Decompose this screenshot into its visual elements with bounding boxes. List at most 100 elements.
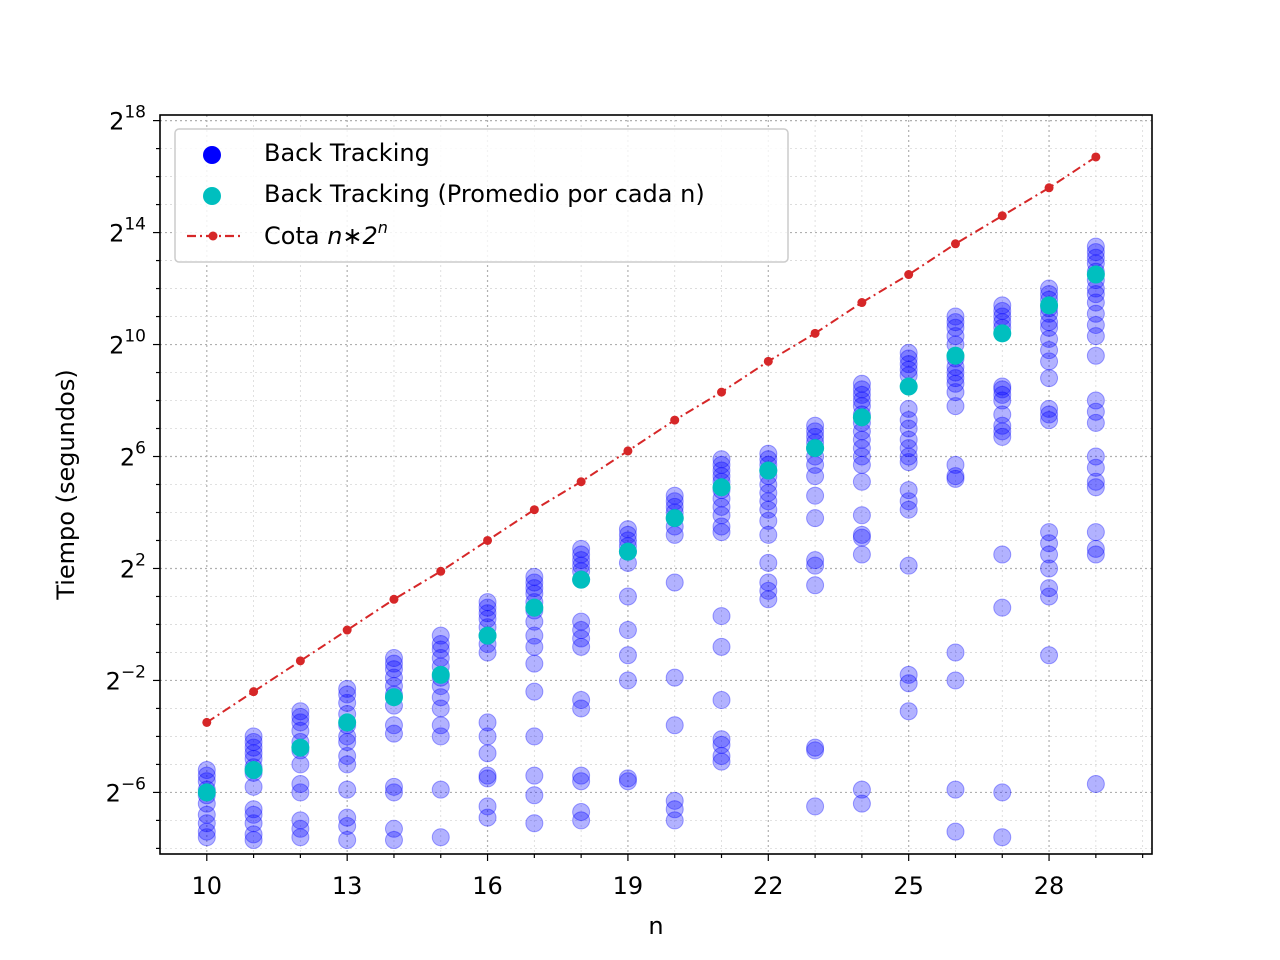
scatter-point [759, 553, 778, 572]
scatter-point [338, 747, 357, 766]
scatter-point [291, 828, 310, 847]
scatter-point [1086, 539, 1105, 558]
scatter-point [759, 581, 778, 600]
legend-label-bound-math: n∗2 [327, 222, 378, 250]
scatter-point [384, 668, 403, 687]
legend-label-bound-sup: n [378, 218, 388, 237]
y-tick-label: 210 [109, 327, 146, 360]
y-tick-label: 2−2 [106, 662, 146, 695]
scatter-point [899, 349, 918, 368]
legend-label-backtracking: Back Tracking [264, 139, 430, 167]
scatter-point [712, 752, 731, 771]
scatter-point [1040, 318, 1059, 337]
scatter-point [946, 327, 965, 346]
scatter-point [525, 654, 544, 673]
scatter-point [946, 369, 965, 388]
average-point [244, 761, 263, 780]
scatter-point [946, 643, 965, 662]
scatter-point [899, 411, 918, 430]
scatter-point [1040, 329, 1059, 348]
scatter-point [291, 702, 310, 721]
scatter-point [338, 831, 357, 850]
scatter-point [946, 318, 965, 337]
scatter-point [665, 668, 684, 687]
scatter-point [899, 447, 918, 466]
scatter-point [431, 640, 450, 659]
scatter-point [618, 621, 637, 640]
scatter-point [852, 525, 871, 544]
scatter-point [384, 649, 403, 668]
scatter-point [852, 447, 871, 466]
scatter-point [806, 556, 825, 575]
scatter-point [946, 455, 965, 474]
scatter-point [806, 486, 825, 505]
scatter-point [338, 733, 357, 752]
scatter-point [946, 307, 965, 326]
y-tick-label: 22 [120, 550, 146, 583]
scatter-point [618, 772, 637, 791]
scatter-point [244, 738, 263, 757]
scatter-point [618, 671, 637, 690]
x-tick-label: 22 [753, 872, 784, 900]
average-point [572, 570, 591, 589]
scatter-point [1086, 478, 1105, 497]
scatter-point [899, 439, 918, 458]
scatter-point [759, 525, 778, 544]
scatter-point [384, 724, 403, 743]
scatter-point [899, 556, 918, 575]
scatter-point [899, 481, 918, 500]
scatter-point [759, 573, 778, 592]
bound-point [623, 446, 633, 456]
scatter-point [478, 797, 497, 816]
scatter-point [572, 766, 591, 785]
scatter-point [1040, 523, 1059, 542]
y-axis-label: Tiempo (segundos) [52, 369, 80, 600]
scatter-point [993, 416, 1012, 435]
scatter-point [1040, 352, 1059, 371]
scatter-point [384, 660, 403, 679]
scatter-point [993, 380, 1012, 399]
scatter-point [1086, 458, 1105, 477]
scatter-point [1040, 399, 1059, 418]
scatter-point [572, 699, 591, 718]
scatter-point [759, 590, 778, 609]
scatter-point [384, 777, 403, 796]
average-point [291, 738, 310, 757]
scatter-point [712, 637, 731, 656]
scatter-point [384, 783, 403, 802]
scatter-point [244, 800, 263, 819]
scatter-point [852, 374, 871, 393]
legend-marker-backtracking [203, 146, 221, 164]
scatter-point [1040, 405, 1059, 424]
scatter-point [572, 621, 591, 640]
average-point [1086, 265, 1105, 284]
scatter-point [852, 430, 871, 449]
scatter-point [244, 777, 263, 796]
scatter-point [384, 716, 403, 735]
average-points [197, 265, 1105, 802]
average-point [712, 478, 731, 497]
x-tick-label: 10 [192, 872, 223, 900]
scatter-point [946, 822, 965, 841]
scatter-point [1040, 341, 1059, 360]
scatter-point [525, 626, 544, 645]
scatter-point [431, 688, 450, 707]
scatter-point [244, 825, 263, 844]
scatter-point [806, 797, 825, 816]
scatter-point [478, 643, 497, 662]
scatter-point [665, 525, 684, 544]
scatter-point [431, 828, 450, 847]
scatter-point [618, 520, 637, 539]
scatter-point [338, 817, 357, 836]
scatter-point [338, 685, 357, 704]
average-point [431, 665, 450, 684]
scatter-point [1040, 587, 1059, 606]
scatter-point [478, 598, 497, 617]
scatter-point [712, 523, 731, 542]
scatter-point [478, 744, 497, 763]
scatter-point [478, 604, 497, 623]
scatter-point [852, 545, 871, 564]
scatter-point [852, 439, 871, 458]
bound-point [810, 328, 820, 338]
